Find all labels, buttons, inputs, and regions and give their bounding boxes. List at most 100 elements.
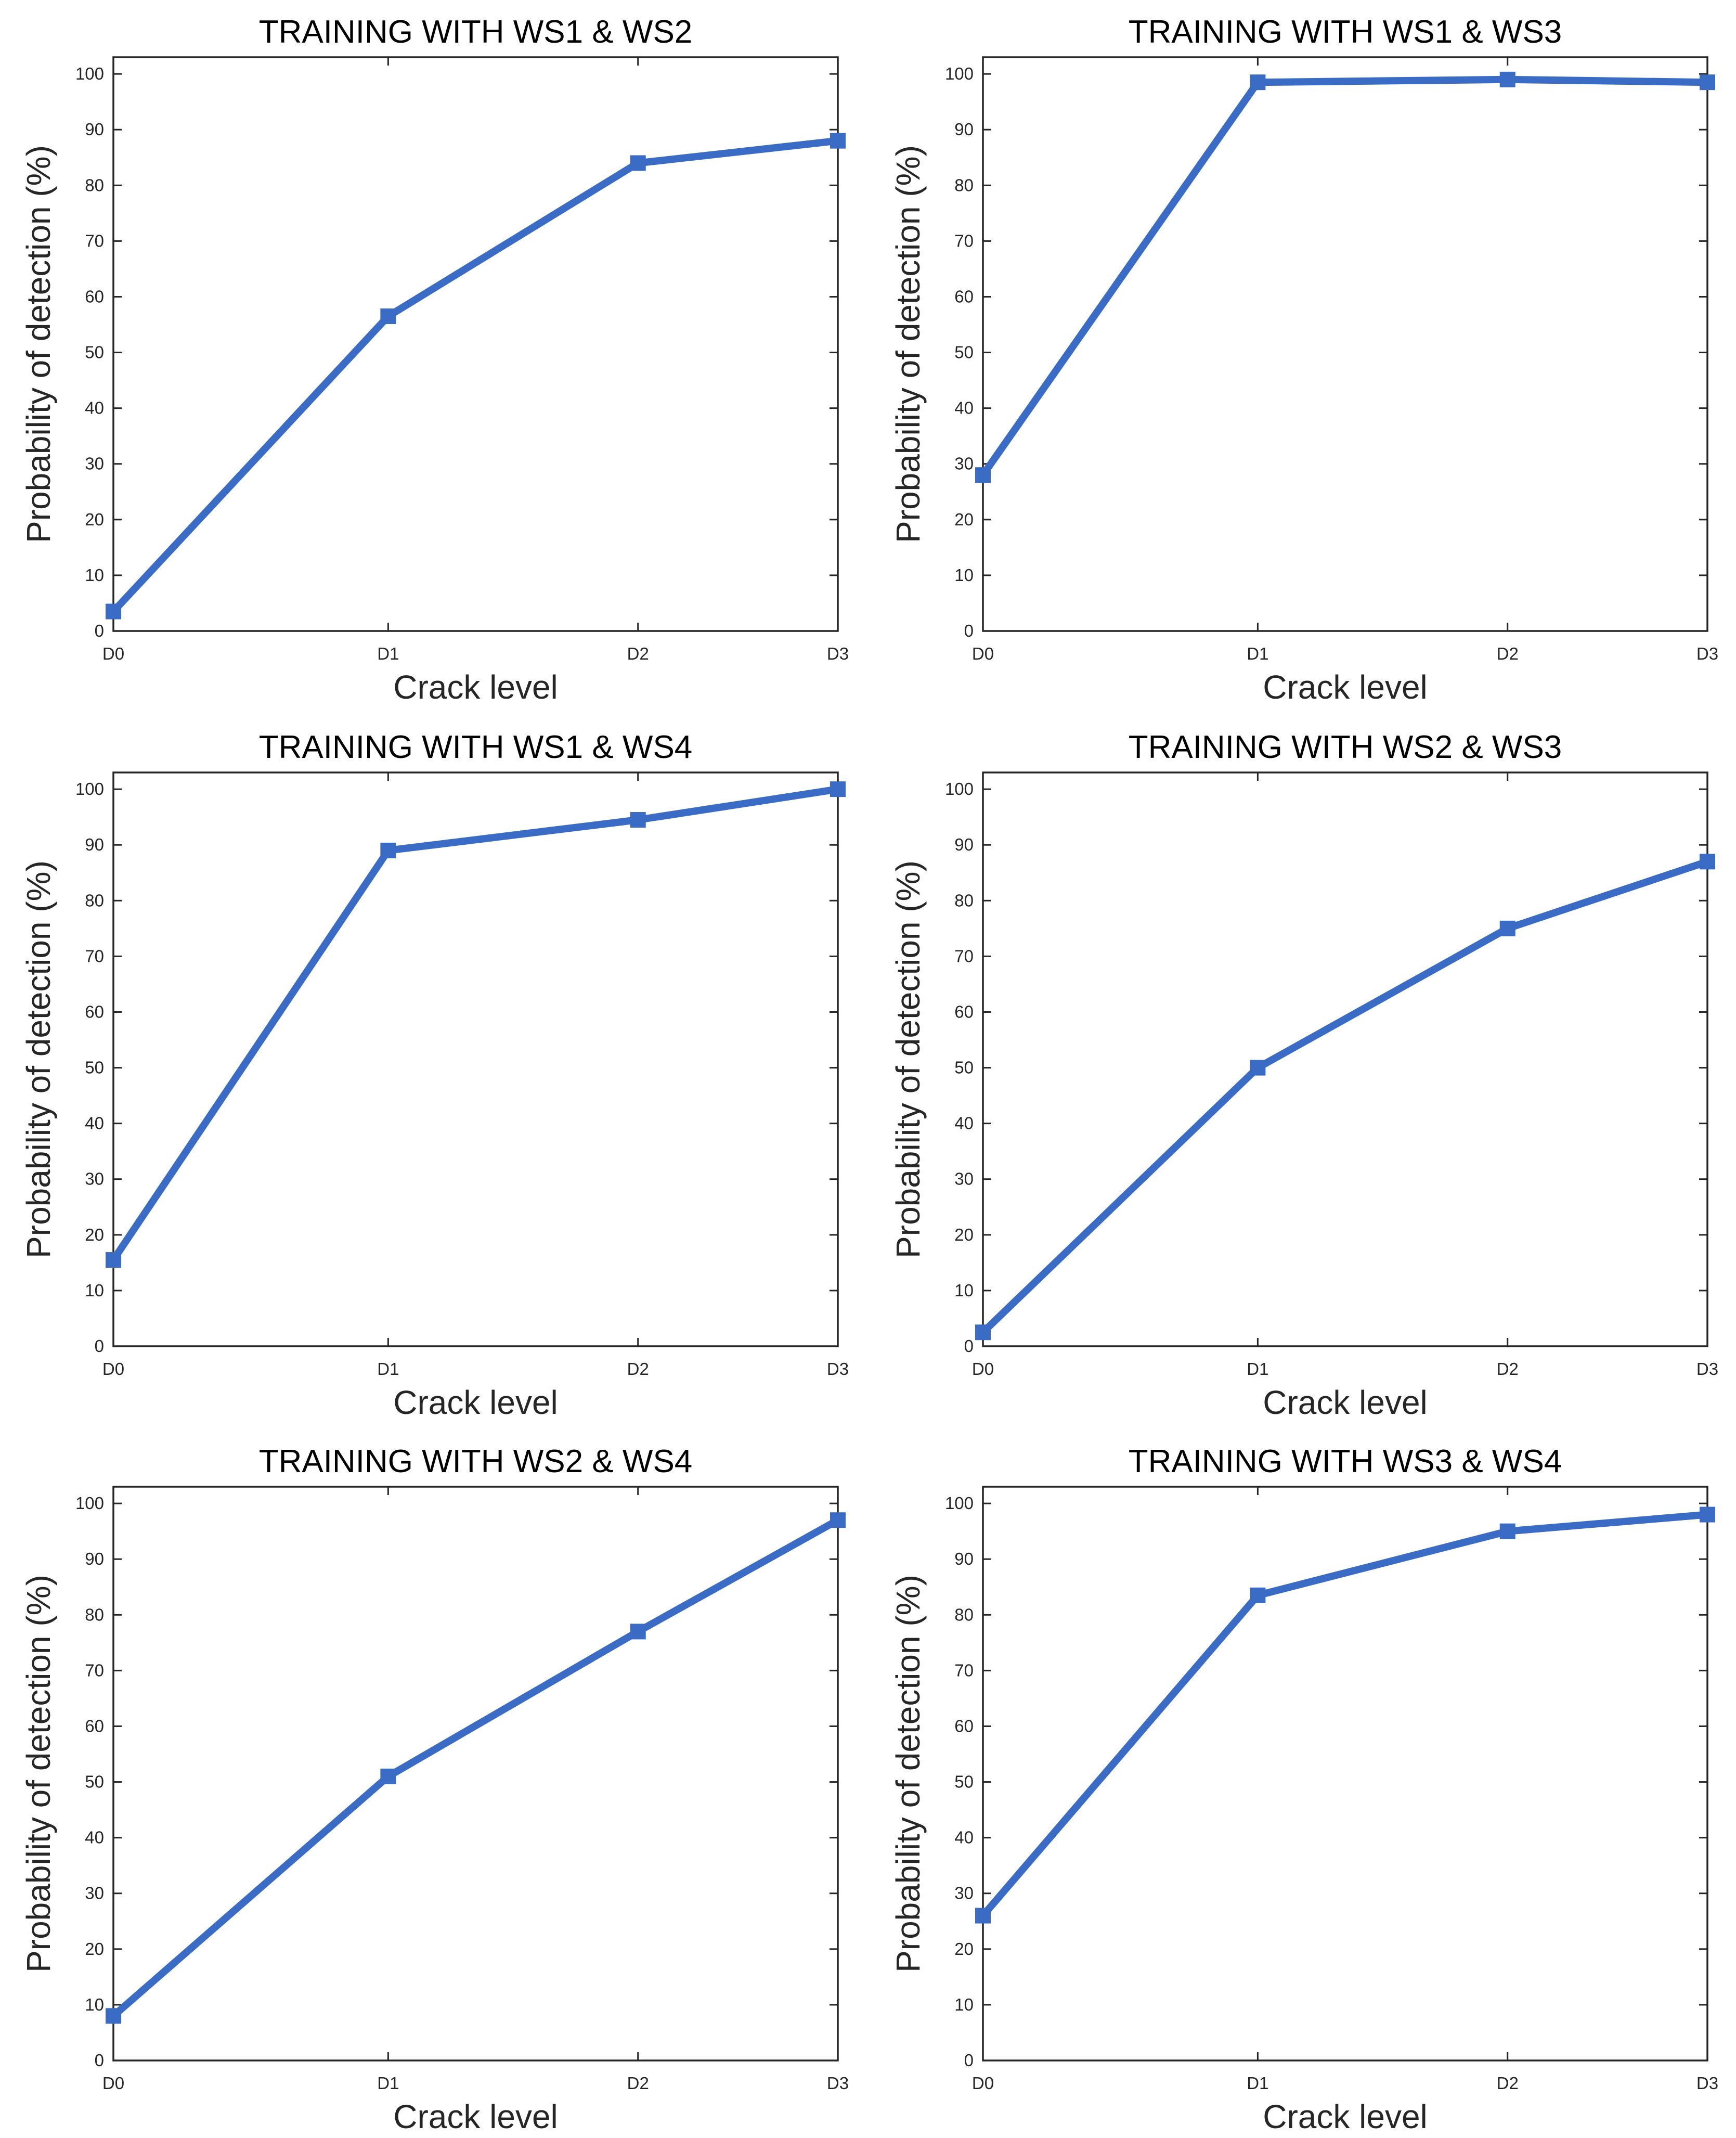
x-tick-label-d0: D0 — [972, 644, 994, 663]
axes-box — [112, 771, 839, 1347]
data-point-d2 — [1499, 71, 1515, 87]
y-tick-label: 70 — [85, 231, 104, 250]
axes-box — [112, 1486, 839, 2062]
x-tick-label-d0: D0 — [972, 1359, 994, 1379]
data-point-d2 — [630, 155, 646, 171]
chart-panel-6: 0 10 20 30 40 50 60 70 80 90 100 D0 D1 D2 D3 TRAINING W… — [889, 1444, 1718, 2135]
data-point-d1 — [380, 308, 396, 324]
x-tick-label-d2: D2 — [627, 1359, 649, 1379]
x-axis-label: Crack level — [393, 2098, 558, 2135]
x-tick-label-d3: D3 — [1696, 2073, 1718, 2093]
x-tick-label-d3: D3 — [827, 1359, 849, 1379]
data-point-d0 — [975, 467, 991, 483]
y-tick-label: 20 — [85, 1225, 104, 1244]
y-tick-label: 60 — [85, 1716, 104, 1735]
y-tick-label: 100 — [945, 1493, 974, 1513]
data-point-d2 — [1499, 920, 1515, 936]
x-tick-label-d3: D3 — [827, 2073, 849, 2093]
axes-box — [982, 56, 1708, 632]
y-tick-label: 0 — [964, 621, 974, 640]
y-tick-label: 60 — [85, 287, 104, 306]
series-line — [110, 1516, 841, 2020]
data-point-d3 — [830, 781, 846, 797]
data-point-d1 — [1250, 1587, 1266, 1603]
chart-title: TRAINING WITH WS1 & WS3 — [1129, 14, 1562, 50]
y-tick-label: 40 — [954, 398, 974, 418]
y-tick-label: 20 — [954, 510, 974, 529]
y-axis-label: Probability of detection (%) — [20, 860, 57, 1258]
x-tick-label-d0: D0 — [102, 1359, 124, 1379]
y-tick-label: 20 — [954, 1939, 974, 1959]
y-axis-label: Probability of detection (%) — [20, 1575, 57, 1973]
x-tick-label-d2: D2 — [1497, 644, 1519, 663]
data-point-d0 — [106, 2008, 121, 2024]
series-line — [979, 858, 1711, 1336]
data-point-d3 — [1700, 1506, 1715, 1523]
x-axis-label: Crack level — [1263, 668, 1428, 706]
y-tick-label: 100 — [75, 779, 104, 798]
y-tick-label: 100 — [75, 64, 104, 83]
chart-title: TRAINING WITH WS1 & WS4 — [259, 729, 693, 765]
y-tick-label: 0 — [95, 2051, 104, 2070]
y-tick-label: 30 — [954, 454, 974, 473]
y-tick-label: 100 — [75, 1493, 104, 1513]
y-tick-label: 30 — [954, 1884, 974, 1903]
y-tick-label: 70 — [954, 231, 974, 250]
x-tick-label-d3: D3 — [827, 644, 849, 663]
x-tick-label-d1: D1 — [1247, 644, 1268, 663]
x-tick-label-d1: D1 — [377, 1359, 399, 1379]
x-tick-label-d1: D1 — [377, 644, 399, 663]
data-point-d3 — [1700, 74, 1715, 91]
y-tick-label: 0 — [964, 2051, 974, 2070]
x-tick-label-d0: D0 — [102, 2073, 124, 2093]
y-tick-label: 20 — [85, 510, 104, 529]
x-axis-label: Crack level — [1263, 2098, 1428, 2135]
axes-box — [982, 771, 1708, 1347]
y-tick-label: 80 — [85, 891, 104, 910]
y-tick-label: 90 — [85, 1549, 104, 1568]
x-tick-label-d3: D3 — [1696, 644, 1718, 663]
series-line — [979, 1511, 1711, 1920]
x-tick-label-d2: D2 — [627, 2073, 649, 2093]
chart-panel-5: 0 10 20 30 40 50 60 70 80 90 100 D0 D1 D2 D3 TRAINING W… — [20, 1444, 849, 2135]
y-tick-label: 50 — [85, 343, 104, 362]
y-tick-label: 30 — [85, 1169, 104, 1189]
y-tick-label: 70 — [954, 1660, 974, 1680]
x-axis-label: Crack level — [393, 1384, 558, 1421]
y-tick-label: 30 — [85, 454, 104, 473]
data-point-d0 — [106, 1252, 121, 1268]
y-tick-label: 50 — [85, 1058, 104, 1077]
y-tick-label: 80 — [85, 1605, 104, 1624]
y-tick-label: 80 — [954, 891, 974, 910]
x-tick-label-d2: D2 — [1497, 2073, 1519, 2093]
y-tick-label: 40 — [85, 1114, 104, 1133]
series-line — [110, 137, 841, 615]
data-point-d2 — [1499, 1523, 1515, 1539]
x-tick-label-d1: D1 — [1247, 2073, 1268, 2093]
y-tick-label: 40 — [85, 1828, 104, 1847]
chart-panel-4: 0 10 20 30 40 50 60 70 80 90 100 D0 D1 D2 D3 TRAINING W… — [889, 729, 1718, 1421]
data-point-d0 — [975, 1324, 991, 1341]
y-tick-label: 90 — [85, 835, 104, 854]
chart-title: TRAINING WITH WS3 & WS4 — [1129, 1444, 1562, 1479]
chart-title: TRAINING WITH WS1 & WS2 — [259, 14, 693, 50]
series-line — [979, 75, 1711, 479]
x-tick-label-d2: D2 — [627, 644, 649, 663]
y-tick-label: 40 — [954, 1828, 974, 1847]
y-axis-label: Probability of detection (%) — [889, 145, 927, 543]
y-tick-label: 10 — [85, 1995, 104, 2014]
y-tick-label: 70 — [85, 1660, 104, 1680]
y-tick-label: 60 — [954, 1002, 974, 1021]
y-tick-label: 50 — [954, 1772, 974, 1792]
data-point-d1 — [380, 842, 396, 858]
y-tick-label: 90 — [85, 120, 104, 139]
axes-box — [982, 1486, 1708, 2062]
y-axis-label: Probability of detection (%) — [889, 1575, 927, 1973]
y-tick-label: 10 — [954, 1281, 974, 1300]
y-tick-label: 50 — [954, 1058, 974, 1077]
data-point-d2 — [630, 812, 646, 828]
data-point-d1 — [1250, 1060, 1266, 1076]
y-axis-label: Probability of detection (%) — [20, 145, 57, 543]
y-tick-label: 90 — [954, 1549, 974, 1568]
